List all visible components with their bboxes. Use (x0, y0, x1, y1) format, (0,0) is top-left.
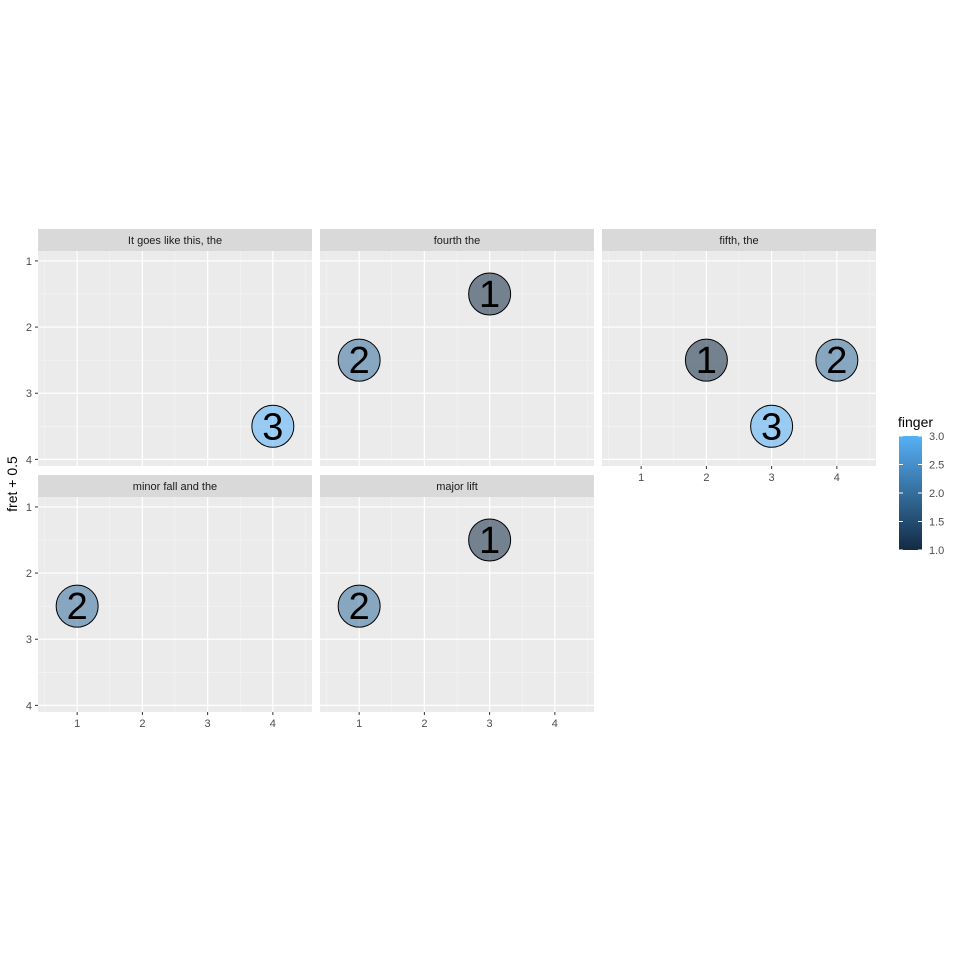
legend-tick-label: 1.5 (929, 517, 944, 529)
x-tick-label: 2 (421, 718, 427, 730)
facet-panel: fourth the 1 2 (320, 229, 594, 466)
x-tick-label: 4 (552, 718, 558, 730)
finger-point (684, 338, 728, 382)
y-tick-label: 4 (26, 454, 32, 466)
finger-label: 3 (262, 406, 283, 448)
x-tick-label: 3 (487, 718, 493, 730)
x-tick-label: 4 (270, 718, 276, 730)
finger-label: 2 (349, 340, 370, 382)
facet-title: minor fall and the (133, 481, 217, 493)
finger-point (750, 404, 794, 448)
x-tick-label: 2 (139, 718, 145, 730)
finger-label: 2 (67, 586, 88, 628)
x-tick-label: 1 (638, 472, 644, 484)
y-tick-label: 3 (26, 388, 32, 400)
facet-panel: It goes like this, the 1 2 3 4 3 (26, 229, 312, 466)
x-tick-label: 2 (703, 472, 709, 484)
x-tick-label: 4 (834, 472, 840, 484)
facet-strip (320, 229, 594, 251)
legend-tick-label: 1.0 (929, 545, 944, 557)
x-tick-label: 1 (74, 718, 80, 730)
y-tick-label: 1 (26, 502, 32, 514)
y-tick-label: 4 (26, 700, 32, 712)
finger-label: 1 (479, 520, 500, 562)
finger-point (55, 584, 99, 628)
y-tick-label: 3 (26, 634, 32, 646)
facet-title: fourth the (434, 235, 480, 247)
finger-point (337, 338, 381, 382)
finger-label: 2 (349, 586, 370, 628)
legend-title: finger (898, 414, 933, 430)
facet-title: It goes like this, the (128, 235, 222, 247)
facet-strip (38, 229, 312, 251)
facet-title: major lift (436, 481, 478, 493)
finger-point (815, 338, 859, 382)
facet-panel: minor fall and the 1 2 3 4 1 2 3 4 2 (26, 475, 312, 730)
x-tick-label: 1 (356, 718, 362, 730)
facet-panel: fifth, the 1 2 3 4 1 2 3 (602, 229, 876, 484)
finger-label: 1 (479, 274, 500, 316)
x-tick-label: 3 (205, 718, 211, 730)
legend-tick-label: 2.0 (929, 488, 944, 500)
colorbar (899, 436, 922, 550)
facet-strip (320, 475, 594, 497)
y-tick-label: 2 (26, 322, 32, 334)
facet-title: fifth, the (719, 235, 758, 247)
finger-point (251, 404, 295, 448)
facet-strip (602, 229, 876, 251)
facet-strip (38, 475, 312, 497)
finger-point (337, 584, 381, 628)
finger-label: 3 (761, 406, 782, 448)
y-tick-label: 2 (26, 568, 32, 580)
y-axis-title: fret + 0.5 (4, 456, 20, 512)
finger-point (468, 272, 512, 316)
finger-legend: finger 1.0 1.5 2.0 2.5 3.0 (898, 414, 944, 557)
facet-panel: major lift 1 2 3 4 1 2 (320, 475, 594, 730)
finger-label: 2 (826, 340, 847, 382)
legend-tick-label: 2.5 (929, 460, 944, 472)
legend-tick-label: 3.0 (929, 431, 944, 443)
finger-label: 1 (696, 340, 717, 382)
x-tick-label: 3 (769, 472, 775, 484)
finger-point (468, 518, 512, 562)
y-tick-label: 1 (26, 256, 32, 268)
